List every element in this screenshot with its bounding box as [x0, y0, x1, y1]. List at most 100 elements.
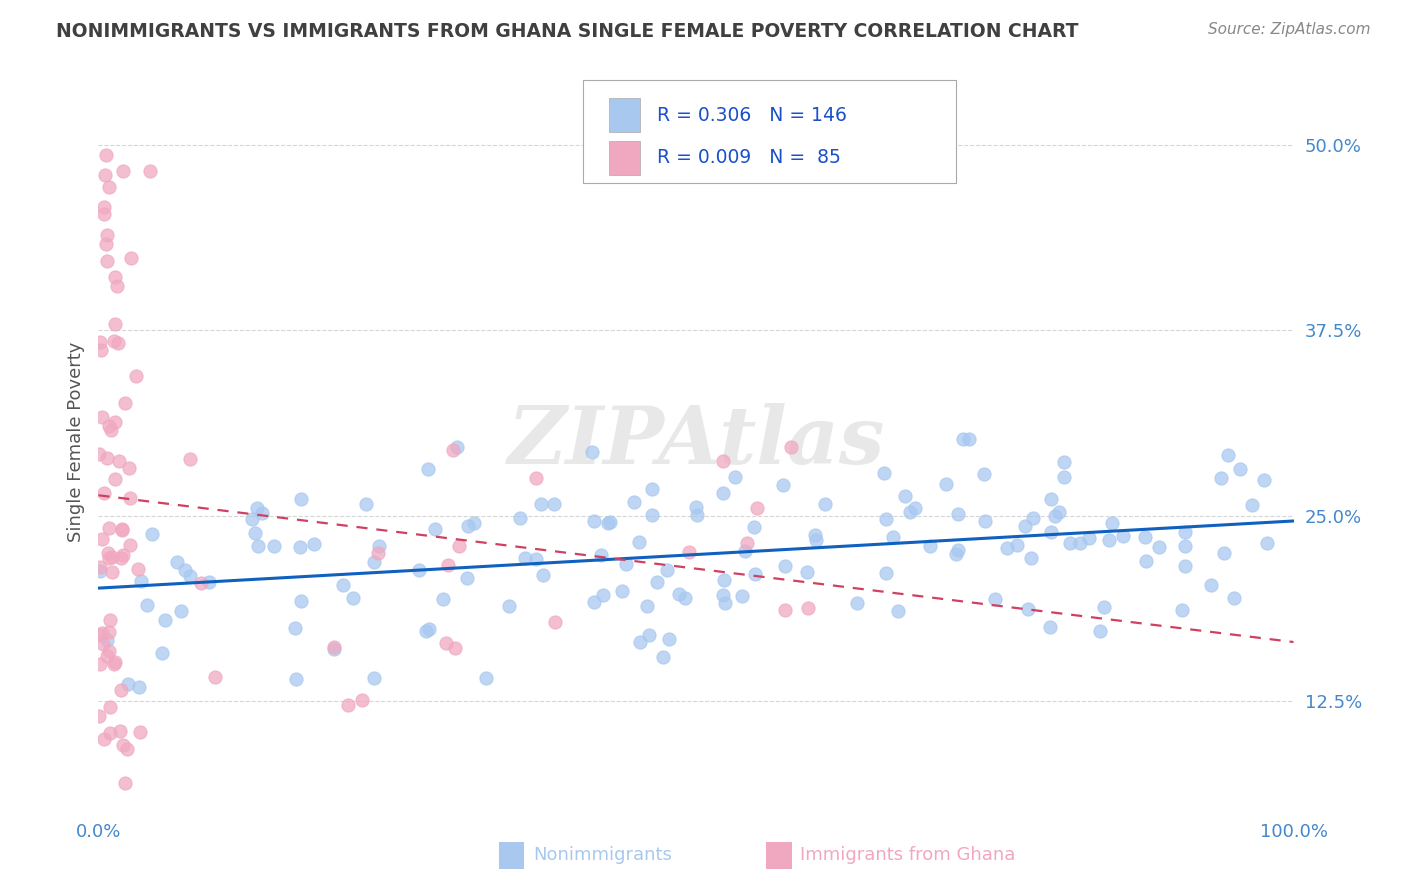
Point [775, 559, 797, 574]
Point [796, 566, 818, 580]
Point [533, 567, 555, 582]
Point [1039, 524, 1062, 539]
Point [111, 164, 134, 178]
Point [543, 497, 565, 511]
Point [1213, 546, 1236, 560]
Point [804, 533, 827, 547]
Point [449, 539, 471, 553]
Point [651, 650, 673, 665]
Point [89, 657, 111, 671]
Text: ZIPAtlas: ZIPAtlas [508, 403, 884, 480]
Point [290, 492, 312, 507]
Point [1133, 531, 1156, 545]
Point [87, 628, 110, 642]
Point [100, 423, 122, 437]
Point [1019, 550, 1042, 565]
Point [974, 514, 997, 528]
Point [599, 516, 621, 530]
Point [179, 569, 201, 583]
Point [1174, 558, 1197, 573]
Point [110, 523, 132, 537]
Point [350, 693, 373, 707]
Point [1039, 492, 1062, 507]
Point [98, 418, 121, 433]
Point [524, 471, 547, 485]
Point [641, 483, 664, 497]
Point [1022, 510, 1045, 524]
Point [441, 442, 464, 457]
Point [711, 588, 734, 602]
Point [110, 550, 132, 565]
Point [434, 636, 457, 650]
Point [628, 634, 651, 648]
Point [115, 741, 138, 756]
Point [638, 628, 661, 642]
Point [596, 516, 619, 530]
Point [530, 497, 553, 511]
Point [284, 621, 307, 635]
Point [98, 550, 121, 565]
Point [104, 472, 127, 486]
Text: R = 0.306   N = 146: R = 0.306 N = 146 [657, 105, 846, 125]
Point [138, 164, 160, 178]
Point [647, 575, 669, 590]
Point [96, 451, 118, 466]
Point [875, 512, 897, 526]
Point [173, 563, 195, 577]
Point [673, 591, 696, 605]
Point [110, 683, 132, 698]
Point [1174, 539, 1197, 553]
Point [91, 409, 114, 424]
Point [731, 590, 754, 604]
Point [935, 477, 957, 491]
Point [418, 622, 440, 636]
Point [734, 544, 756, 558]
Point [87, 447, 110, 461]
Point [120, 538, 142, 552]
Point [1005, 538, 1028, 552]
Point [94, 148, 117, 162]
Point [627, 535, 650, 549]
Text: R = 0.009   N =  85: R = 0.009 N = 85 [657, 148, 841, 168]
Point [1174, 524, 1197, 539]
Point [90, 343, 112, 357]
Point [475, 671, 498, 685]
Point [285, 673, 308, 687]
Point [98, 624, 121, 639]
Point [773, 603, 796, 617]
Point [1170, 603, 1192, 617]
Point [544, 615, 567, 629]
Point [524, 551, 547, 566]
Point [1039, 620, 1062, 634]
Point [243, 525, 266, 540]
Point [367, 546, 389, 560]
Point [1229, 461, 1251, 475]
Point [583, 514, 606, 528]
Point [1209, 471, 1232, 485]
Point [250, 506, 273, 520]
Point [1069, 536, 1091, 550]
Point [744, 567, 766, 582]
Point [952, 432, 974, 446]
Point [686, 508, 709, 523]
Point [641, 508, 664, 522]
Point [368, 539, 391, 553]
Point [91, 637, 114, 651]
Point [87, 709, 110, 723]
Point [136, 598, 159, 612]
Point [290, 594, 312, 608]
Point [111, 522, 134, 536]
Point [104, 269, 127, 284]
Point [920, 539, 942, 553]
Point [443, 640, 465, 655]
Point [1216, 448, 1239, 462]
Point [129, 574, 152, 588]
Point [1043, 508, 1066, 523]
Point [93, 486, 115, 500]
Text: Immigrants from Ghana: Immigrants from Ghana [800, 847, 1015, 864]
Text: NONIMMIGRANTS VS IMMIGRANTS FROM GHANA SINGLE FEMALE POVERTY CORRELATION CHART: NONIMMIGRANTS VS IMMIGRANTS FROM GHANA S… [56, 22, 1078, 41]
Point [1053, 455, 1076, 469]
Point [995, 541, 1018, 555]
Point [197, 574, 219, 589]
Point [117, 677, 139, 691]
